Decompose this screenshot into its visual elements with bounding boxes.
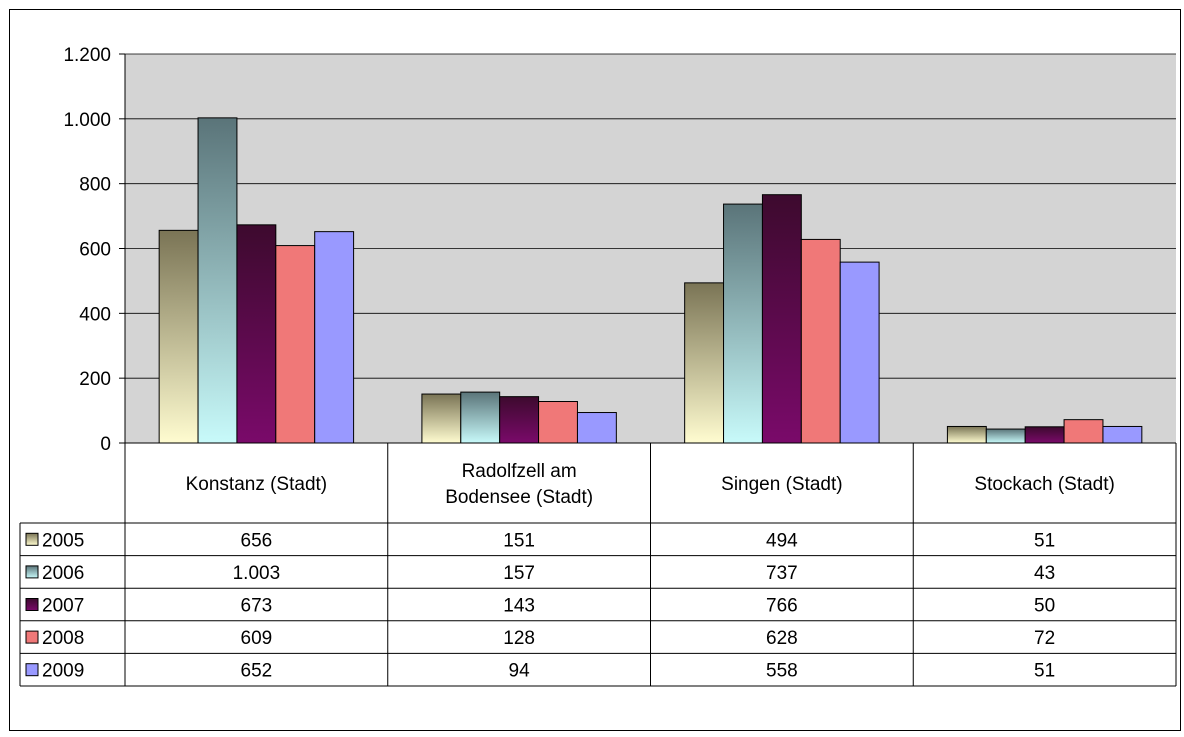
bar-chart: 0 200 400 600 800 1.000 1.200 Konstanz (Stadt)… bbox=[19, 45, 1177, 687]
bar bbox=[723, 203, 763, 444]
series-name: 2006 bbox=[42, 563, 84, 584]
data-label: 673 bbox=[241, 596, 273, 617]
y-tick-label: 0 bbox=[100, 434, 111, 455]
data-label: 1.003 bbox=[233, 563, 281, 584]
data-label: 128 bbox=[503, 628, 535, 649]
bar bbox=[421, 393, 462, 444]
data-label: 72 bbox=[1034, 628, 1055, 649]
legend-key bbox=[25, 565, 39, 579]
legend-key bbox=[25, 532, 39, 546]
series-name: 2008 bbox=[42, 628, 84, 649]
y-tick-label: 1.000 bbox=[63, 110, 111, 131]
data-label: 656 bbox=[241, 530, 273, 551]
bar bbox=[1102, 425, 1143, 444]
data-label: 43 bbox=[1034, 563, 1055, 584]
data-label: 51 bbox=[1034, 661, 1055, 682]
bar bbox=[839, 261, 880, 444]
category-label: Bodensee (Stadt) bbox=[445, 487, 593, 508]
y-tick-label: 400 bbox=[79, 304, 111, 325]
bar bbox=[761, 194, 802, 444]
data-label: 628 bbox=[766, 628, 798, 649]
bar bbox=[275, 245, 316, 444]
series-name: 2009 bbox=[42, 661, 84, 682]
data-label: 94 bbox=[509, 661, 531, 682]
data-label: 737 bbox=[766, 563, 798, 584]
bar bbox=[314, 231, 355, 444]
y-tick-label: 800 bbox=[79, 175, 111, 196]
y-tick-label: 200 bbox=[79, 369, 111, 390]
y-tick-label: 1.200 bbox=[63, 45, 111, 66]
bar bbox=[1024, 426, 1065, 444]
bar bbox=[158, 229, 199, 444]
legend-key bbox=[25, 663, 39, 677]
series-name: 2005 bbox=[42, 530, 84, 551]
bar bbox=[1063, 419, 1104, 444]
data-label: 143 bbox=[503, 596, 535, 617]
category-label: Stockach (Stadt) bbox=[974, 474, 1114, 495]
category-label: Konstanz (Stadt) bbox=[186, 474, 328, 495]
series-name: 2007 bbox=[42, 596, 84, 617]
data-label: 766 bbox=[766, 596, 798, 617]
category-label: Radolfzell am bbox=[462, 461, 577, 482]
bar bbox=[946, 425, 987, 444]
category-label: Singen (Stadt) bbox=[721, 474, 842, 495]
data-label: 652 bbox=[241, 661, 273, 682]
data-label: 157 bbox=[503, 563, 535, 584]
legend-key bbox=[25, 598, 39, 611]
bar bbox=[499, 396, 540, 444]
bar bbox=[576, 412, 617, 444]
bar bbox=[800, 238, 841, 444]
data-label: 51 bbox=[1034, 530, 1055, 551]
bar bbox=[985, 428, 1026, 444]
legend-key bbox=[25, 630, 39, 644]
data-label: 151 bbox=[503, 530, 535, 551]
y-tick-label: 600 bbox=[79, 240, 111, 261]
bar bbox=[538, 401, 578, 444]
data-label: 50 bbox=[1034, 596, 1055, 617]
bar bbox=[460, 391, 501, 444]
bar bbox=[684, 282, 725, 444]
bar bbox=[236, 224, 277, 444]
bar bbox=[197, 117, 238, 444]
data-label: 494 bbox=[766, 530, 798, 551]
data-label: 558 bbox=[766, 661, 798, 682]
data-label: 609 bbox=[241, 628, 273, 649]
chart-frame: 0 200 400 600 800 1.000 1.200 Konstanz (Stadt)… bbox=[9, 9, 1181, 731]
